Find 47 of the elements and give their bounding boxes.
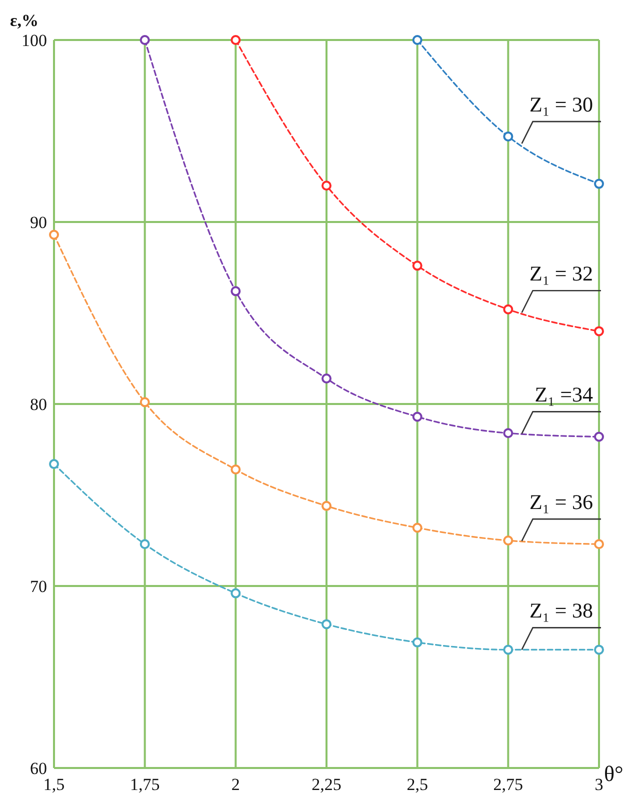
y-tick-label: 60 [30, 758, 47, 778]
point [594, 432, 604, 442]
point [594, 326, 604, 336]
point [412, 522, 422, 533]
point [412, 35, 422, 45]
x-tick-label: 3 [594, 775, 604, 794]
point [230, 35, 241, 45]
series-label: Z₁ =34 [534, 382, 594, 407]
x-axis-title: θ° [604, 761, 624, 786]
point [503, 644, 514, 655]
series-label: Z₁ = 32 [530, 262, 593, 286]
point [230, 286, 241, 296]
point [322, 180, 332, 191]
point [230, 464, 241, 475]
x-tick-label: 2 [231, 775, 240, 794]
series-label: Z₁ = 38 [530, 598, 593, 623]
point [230, 588, 241, 598]
point [412, 637, 422, 648]
x-tick-label: 2,75 [493, 775, 524, 794]
point [322, 374, 332, 384]
point [594, 644, 604, 655]
point [503, 131, 514, 142]
point [322, 500, 332, 511]
y-tick-label: 70 [30, 576, 47, 596]
point [49, 230, 59, 240]
point [594, 539, 604, 550]
series-label: Z₁ = 30 [530, 92, 593, 117]
y-tick-label: 100 [22, 30, 47, 50]
point [140, 539, 150, 550]
y-tick-label: 90 [30, 212, 47, 232]
point [412, 412, 422, 422]
point [503, 536, 514, 546]
series-label: Z₁ = 36 [530, 490, 593, 514]
x-tick-label: 2,25 [312, 775, 342, 794]
point [412, 260, 422, 271]
x-tick-label: 1,5 [43, 775, 65, 794]
point [594, 178, 604, 189]
point [322, 619, 332, 630]
y-axis-title: ε,% [10, 11, 39, 30]
x-tick-label: 2,5 [406, 775, 428, 794]
point [503, 304, 514, 314]
x-tick-label: 1,75 [130, 775, 160, 794]
point [503, 428, 514, 438]
point [140, 397, 150, 408]
y-tick-label: 80 [30, 394, 47, 414]
point [140, 35, 150, 45]
point [49, 459, 59, 470]
